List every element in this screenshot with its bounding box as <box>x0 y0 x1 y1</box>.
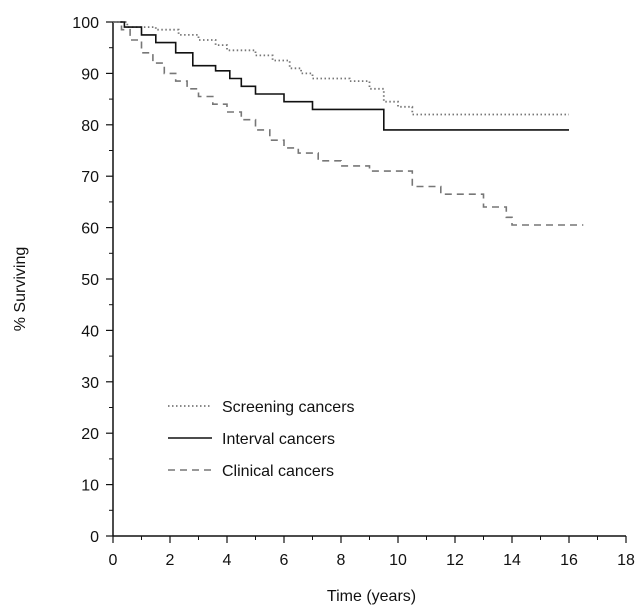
legend-label-screening-cancers: Screening cancers <box>222 399 355 416</box>
legend: Screening cancers Interval cancers Clinica… <box>168 399 355 480</box>
y-axis-title: % Surviving <box>12 247 29 331</box>
series-line-clinical-cancers <box>113 21 584 226</box>
series-line-screening-cancers <box>113 21 569 116</box>
x-tick-label-8: 8 <box>337 552 346 569</box>
y-tick-label-50: 50 <box>81 272 99 289</box>
y-tick-label-30: 30 <box>81 375 99 392</box>
legend-label-clinical-cancers: Clinical cancers <box>222 463 334 480</box>
x-tick-label-0: 0 <box>109 552 118 569</box>
x-tick-label-4: 4 <box>223 552 232 569</box>
y-tick-label-10: 10 <box>81 478 99 495</box>
y-tick-label-80: 80 <box>81 118 99 135</box>
x-tick-label-18: 18 <box>617 552 635 569</box>
y-tick-label-90: 90 <box>81 66 99 83</box>
y-tick-label-0: 0 <box>90 529 99 546</box>
x-tick-label-14: 14 <box>503 552 521 569</box>
y-tick-label-40: 40 <box>81 323 99 340</box>
series-line-interval-cancers <box>113 21 569 131</box>
x-tick-label-12: 12 <box>446 552 464 569</box>
legend-label-interval-cancers: Interval cancers <box>222 431 335 448</box>
y-tick-label-60: 60 <box>81 221 99 238</box>
x-tick-label-16: 16 <box>560 552 578 569</box>
series-layer <box>113 21 584 226</box>
x-tick-label-10: 10 <box>389 552 407 569</box>
y-tick-label-70: 70 <box>81 169 99 186</box>
axes-layer: 0 10 20 30 40 50 60 70 80 90 100 0 2 4 6 8 10 12 14 16 18 Tim… <box>12 15 635 605</box>
x-axis-title: Time (years) <box>327 588 416 605</box>
y-tick-label-20: 20 <box>81 426 99 443</box>
x-tick-label-6: 6 <box>280 552 289 569</box>
y-tick-label-100: 100 <box>72 15 99 32</box>
x-tick-label-2: 2 <box>166 552 175 569</box>
